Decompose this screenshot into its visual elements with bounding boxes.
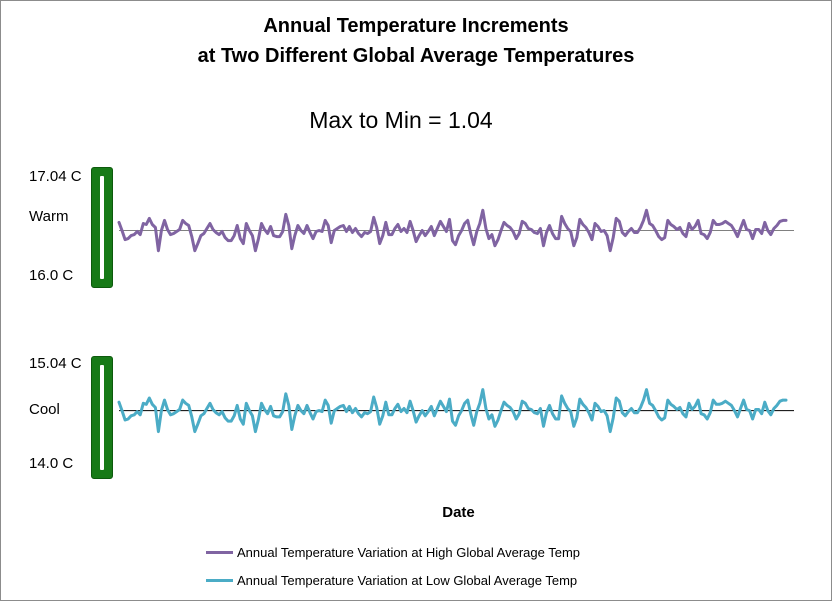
warm-min-label: 16.0 C [29,267,74,284]
chart-title-line-1: Annual Temperature Increments [263,15,569,37]
chart-subtitle: Max to Min = 1.04 [309,107,493,133]
legend-swatch-low [206,578,233,582]
cool-label: Cool [29,401,60,418]
legend-item-high: Annual Temperature Variation at High Glo… [206,542,580,562]
legend-item-low: Annual Temperature Variation at Low Glob… [206,570,577,590]
chart-title-line-2: at Two Different Global Average Temperat… [197,45,635,67]
cool-min-label: 14.0 C [29,455,74,472]
cool-thermometer-icon [91,356,113,479]
chart-title: Annual Temperature Increments at Two Dif… [1,11,831,71]
legend-label-low: Annual Temperature Variation at Low Glob… [237,572,578,588]
series-line-high-global-average-temp [117,208,788,253]
legend-swatch-high [206,550,233,554]
legend-label-high: Annual Temperature Variation at High Glo… [237,544,581,560]
warm-label: Warm [29,208,69,225]
series-line-low-global-average-temp [117,388,788,434]
cool-max-label: 15.04 C [29,355,82,372]
warm-thermometer-icon [91,167,113,288]
warm-max-label: 17.04 C [29,168,82,185]
x-axis-label: Date [442,504,475,521]
